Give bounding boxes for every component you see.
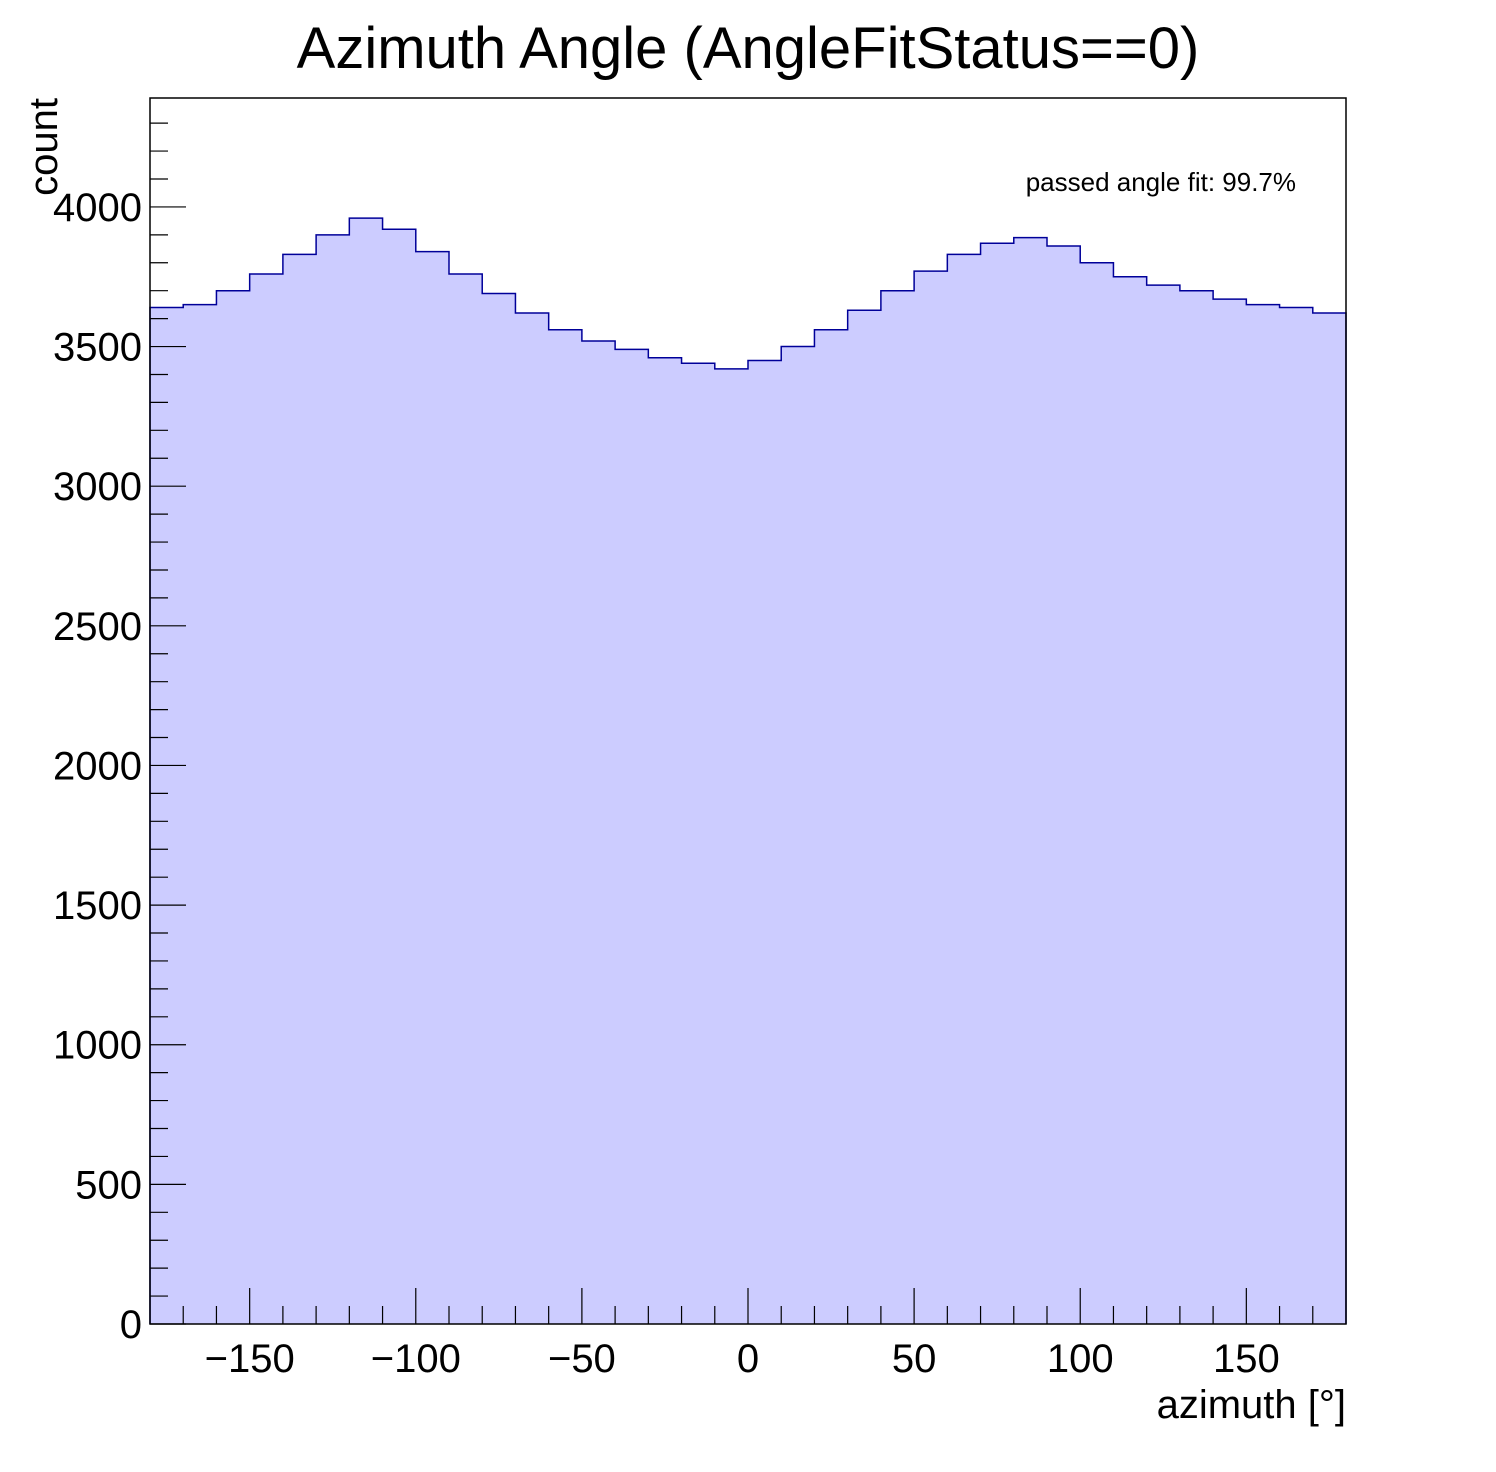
histogram-bar xyxy=(183,304,217,1324)
histogram-bar xyxy=(249,273,284,1324)
histogram-bar xyxy=(150,307,184,1324)
histogram-bar xyxy=(1179,290,1214,1325)
histogram-bar xyxy=(781,346,815,1324)
histogram-bar xyxy=(1246,304,1281,1324)
x-tick-label: 150 xyxy=(1213,1337,1280,1381)
histogram-bar xyxy=(449,273,483,1324)
histogram-bar xyxy=(415,251,450,1324)
histogram-bar xyxy=(482,293,516,1324)
y-tick-label: 2500 xyxy=(53,605,142,649)
histogram-bar xyxy=(880,290,915,1325)
y-tick-label: 2000 xyxy=(53,744,142,788)
histogram-outline xyxy=(149,217,1347,1324)
histogram-bar xyxy=(1279,307,1314,1324)
histogram-bar xyxy=(1113,276,1148,1324)
x-tick-label: −50 xyxy=(548,1337,616,1381)
x-tick-label: 0 xyxy=(737,1337,759,1381)
histogram-bar xyxy=(1080,262,1114,1325)
histogram-bar xyxy=(515,313,550,1325)
histogram-bar xyxy=(681,363,716,1325)
histogram-bar xyxy=(349,218,384,1325)
x-tick-label: −100 xyxy=(371,1337,461,1381)
histogram-bar xyxy=(1312,313,1347,1325)
histogram-bar xyxy=(382,229,417,1324)
histogram-bar xyxy=(216,290,251,1325)
histogram-bar xyxy=(914,271,948,1324)
histogram-bar xyxy=(282,254,317,1324)
histogram-bar xyxy=(1146,285,1181,1325)
histogram-bar xyxy=(714,368,749,1324)
chart-title: Azimuth Angle (AngleFitStatus==0) xyxy=(297,16,1200,81)
x-tick-labels: −150 −100 −50 0 50 100 150 xyxy=(205,1337,1280,1381)
x-tick-label: 100 xyxy=(1047,1337,1114,1381)
histogram-bars xyxy=(150,218,1347,1325)
histogram-bar xyxy=(648,357,683,1324)
axis-ticks xyxy=(150,122,1314,1325)
y-tick-label: 4000 xyxy=(53,186,142,230)
histogram-bar xyxy=(947,254,982,1324)
x-axis-title: azimuth [°] xyxy=(1157,1383,1346,1427)
histogram-bar xyxy=(1013,237,1048,1325)
fit-annotation: passed angle fit: 99.7% xyxy=(1026,167,1296,197)
y-tick-label: 3000 xyxy=(53,465,142,509)
histogram-bar xyxy=(1047,246,1081,1324)
histogram-bar xyxy=(980,243,1015,1325)
y-tick-label: 0 xyxy=(120,1303,142,1347)
histogram-bar xyxy=(1213,299,1247,1324)
histogram-bar xyxy=(615,349,649,1324)
histogram-bar xyxy=(548,329,583,1324)
histogram-bar xyxy=(316,234,350,1325)
histogram-bar xyxy=(814,329,849,1324)
x-tick-label: −150 xyxy=(205,1337,295,1381)
y-axis-title: count xyxy=(22,98,66,196)
y-tick-labels: 0 500 1000 1500 2000 2500 3000 3500 4000 xyxy=(53,186,142,1347)
histogram-bar xyxy=(748,360,782,1325)
y-tick-label: 3500 xyxy=(53,326,142,370)
y-tick-label: 1000 xyxy=(53,1024,142,1068)
y-tick-label: 500 xyxy=(75,1163,142,1207)
histogram-bar xyxy=(847,310,882,1325)
x-tick-label: 50 xyxy=(892,1337,937,1381)
histogram-bar xyxy=(581,340,616,1324)
y-tick-label: 1500 xyxy=(53,884,142,928)
